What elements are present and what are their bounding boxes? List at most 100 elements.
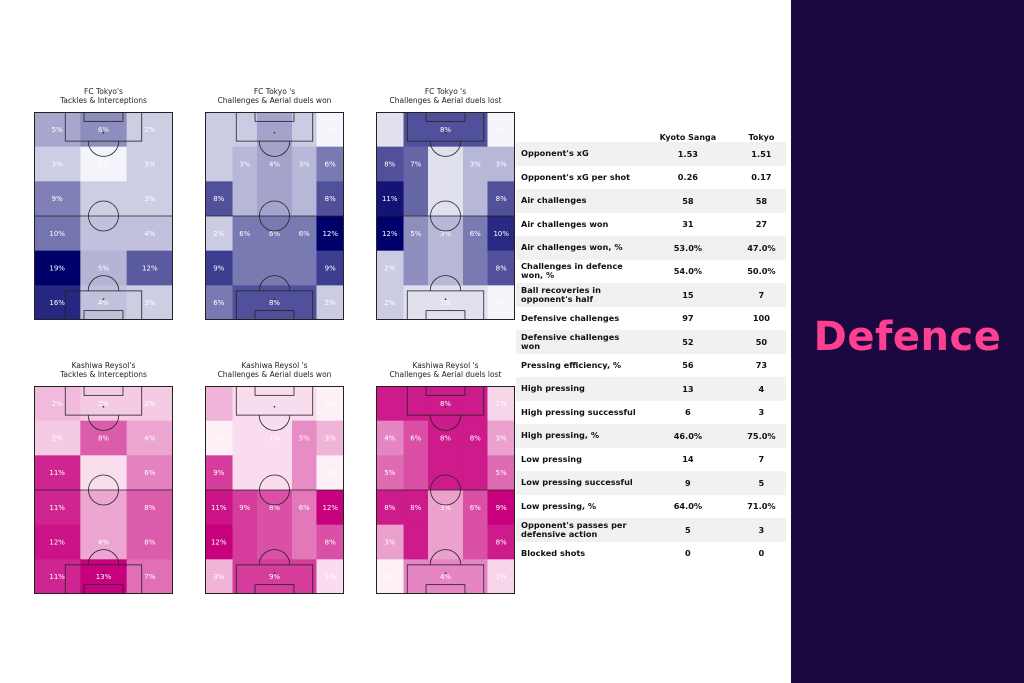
kyoto-value: 5 bbox=[685, 524, 691, 535]
cell-label: 0% bbox=[325, 469, 336, 477]
cell-label: 3% bbox=[384, 539, 395, 547]
table-row: Low pressing, % 64.0% 71.0% bbox=[516, 495, 786, 519]
pitch-marking bbox=[259, 200, 290, 232]
heat-cell bbox=[205, 559, 234, 594]
cell-label: 0% bbox=[496, 299, 507, 307]
cell-label: 5% bbox=[384, 469, 395, 477]
tokyo-value: 27 bbox=[755, 219, 768, 230]
cell-label: 9% bbox=[52, 195, 63, 203]
cell-label: 6% bbox=[144, 469, 155, 477]
cell-label: 5% bbox=[52, 126, 63, 134]
tokyo-value: 58 bbox=[755, 195, 768, 206]
kyoto-value: 53.0% bbox=[673, 242, 703, 253]
heat-cell bbox=[34, 250, 81, 286]
table-row: Opponent's xG per shot 0.26 0.17 bbox=[516, 166, 786, 190]
heat-cell bbox=[80, 216, 128, 252]
cell-label: 8% bbox=[269, 504, 280, 512]
table-header-row: Kyoto Sanga Tokyo bbox=[516, 132, 786, 142]
heat-cell bbox=[403, 250, 429, 286]
tokyo-value: 7 bbox=[758, 454, 765, 465]
heat-cell bbox=[487, 420, 515, 456]
cell-label: 3% bbox=[470, 161, 481, 169]
heat-cell bbox=[487, 524, 515, 560]
heat-cell bbox=[34, 146, 81, 182]
heat-cell bbox=[205, 181, 234, 217]
heat-cell bbox=[256, 524, 293, 560]
pitch-marking bbox=[429, 549, 462, 565]
pitch-marking bbox=[87, 275, 120, 291]
cell-label: 12% bbox=[322, 504, 338, 512]
stat-label: Low pressing bbox=[521, 453, 582, 464]
heat-cell bbox=[403, 420, 429, 456]
cell-label: 8% bbox=[144, 539, 155, 547]
heat-cell bbox=[292, 250, 317, 286]
heatmap-pitch-4: 2% 2% 2% 2% 8% 4% 11% 6% 11% 8% 12% 4% 8% 11% 13% 7% bbox=[34, 386, 173, 594]
defence-stats-table: Kyoto Sanga Tokyo Opponent's xG 1.53 1.51 O… bbox=[516, 132, 786, 565]
pitch-marking bbox=[235, 386, 314, 416]
table-row: Air challenges won 31 27 bbox=[516, 213, 786, 237]
heat-cell bbox=[403, 455, 429, 491]
cell-label: 19% bbox=[49, 265, 65, 273]
table-row: High pressing, % 46.0% 75.0% bbox=[516, 424, 786, 448]
pitch-marking bbox=[254, 112, 295, 122]
heatmap-pitch-5: 0% 0% 1% 5% 3% 9% 0% 11% 9% 8% 6% 12% 12% 8% 3% 9% 1% bbox=[205, 386, 344, 594]
table-row: Opponent's xG 1.53 1.51 bbox=[516, 142, 786, 166]
cell-label: 12% bbox=[142, 265, 158, 273]
cell-label: 4% bbox=[269, 161, 280, 169]
pitch-marking bbox=[273, 132, 276, 134]
cell-label: 1% bbox=[440, 299, 451, 307]
cell-label: 8% bbox=[213, 195, 224, 203]
table-row: Defensive challenges 97 100 bbox=[516, 307, 786, 331]
heat-cell bbox=[80, 490, 128, 526]
heat-cell bbox=[316, 524, 344, 560]
cell-label: 12% bbox=[49, 539, 65, 547]
cell-label: 11% bbox=[49, 573, 65, 581]
pitch-marking bbox=[444, 406, 447, 408]
heat-cell bbox=[463, 386, 488, 422]
cell-label: 4% bbox=[384, 435, 395, 443]
table-row: Air challenges won, % 53.0% 47.0% bbox=[516, 236, 786, 260]
kyoto-value: 0 bbox=[685, 548, 691, 559]
heat-cell bbox=[463, 216, 488, 252]
heat-cell bbox=[292, 181, 317, 217]
cell-label: 2% bbox=[325, 299, 336, 307]
heat-cell bbox=[34, 420, 81, 456]
heat-cell bbox=[232, 524, 258, 560]
heat-cell bbox=[126, 250, 173, 286]
heat-cell bbox=[256, 112, 293, 148]
kyoto-value: 58 bbox=[682, 195, 694, 206]
kyoto-value: 9 bbox=[685, 477, 691, 488]
heat-cell bbox=[463, 112, 488, 148]
cell-label: 8% bbox=[496, 539, 507, 547]
cell-label: 11% bbox=[211, 504, 227, 512]
heat-cell bbox=[376, 181, 405, 217]
pitch-marking bbox=[102, 572, 105, 574]
cell-label: 4% bbox=[144, 230, 155, 238]
cell-label: 3% bbox=[299, 161, 310, 169]
cell-label: 4% bbox=[144, 435, 155, 443]
heat-cell bbox=[376, 250, 405, 286]
cell-label: 13% bbox=[96, 573, 112, 581]
cell-label: 0% bbox=[384, 573, 395, 581]
heat-cell bbox=[463, 524, 488, 560]
cell-label: 7% bbox=[410, 161, 421, 169]
stat-label: Blocked shots bbox=[521, 547, 586, 558]
heat-cell bbox=[80, 455, 128, 491]
cell-label: 8% bbox=[410, 504, 421, 512]
heat-cell bbox=[256, 181, 293, 217]
cell-label: 9% bbox=[213, 469, 224, 477]
kyoto-value: 1.53 bbox=[677, 148, 698, 159]
pitch-marking bbox=[64, 386, 143, 416]
cell-label: 6% bbox=[239, 230, 250, 238]
pitch-marking bbox=[88, 200, 119, 232]
cell-label: 5% bbox=[98, 265, 109, 273]
cell-label: 11% bbox=[49, 504, 65, 512]
cell-label: 8% bbox=[470, 435, 481, 443]
pitch-marking bbox=[430, 200, 461, 232]
cell-label: 11% bbox=[382, 195, 398, 203]
cell-label: 2% bbox=[384, 299, 395, 307]
tokyo-value: 7 bbox=[758, 289, 765, 300]
heat-cell bbox=[232, 146, 258, 182]
heat-cell bbox=[463, 420, 488, 456]
heat-cell bbox=[427, 146, 464, 182]
